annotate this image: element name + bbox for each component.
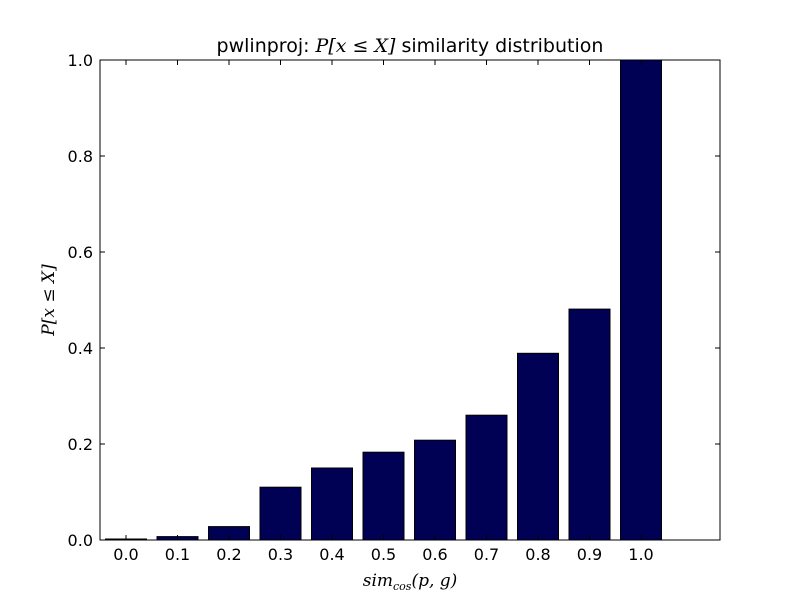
x-axis-label-main: sim [363, 571, 393, 591]
x-tick-label: 0.5 [371, 545, 396, 564]
x-tick-label: 0.0 [113, 545, 138, 564]
x-tick-label: 0.1 [165, 545, 190, 564]
x-tick-label: 0.8 [525, 545, 550, 564]
bars-group [105, 59, 662, 541]
y-axis-ticks: 0.0 0.2 0.4 0.6 0.8 1.0 [68, 51, 720, 550]
chart-title-suffix: similarity distribution [395, 35, 603, 57]
x-axis-label-sub: cos [393, 580, 412, 593]
x-tick-label: 0.7 [474, 545, 499, 564]
x-tick-label: 1.0 [628, 545, 653, 564]
bar-0.5 [362, 451, 405, 541]
bar-0.4 [311, 467, 353, 541]
chart-title-prefix: pwlinproj: [217, 35, 316, 57]
x-tick-label: 0.3 [268, 545, 293, 564]
y-tick-label: 0.8 [68, 147, 93, 166]
bar-0.8 [517, 352, 559, 541]
y-axis-label: P[x ≤ X] [39, 264, 59, 337]
chart-title: pwlinproj: P[x ≤ X] similarity distribut… [217, 35, 604, 57]
bar-0.3 [259, 486, 302, 541]
y-tick-label: 0.0 [68, 531, 93, 550]
chart-title-math: P[x ≤ X] [315, 35, 396, 57]
bar-0.7 [465, 414, 508, 541]
y-tick-label: 0.4 [68, 339, 93, 358]
x-axis-ticks: 0.0 0.1 0.2 0.3 0.4 0.5 0.6 0.7 0.8 0.9 1.0 [113, 60, 654, 564]
bar-0.6 [414, 439, 456, 541]
y-tick-label: 0.2 [68, 435, 93, 454]
bar-1.0 [620, 59, 662, 541]
x-tick-label: 0.6 [422, 545, 447, 564]
y-tick-label: 0.6 [68, 243, 93, 262]
x-axis-label-args: (p, g) [411, 571, 457, 591]
x-tick-label: 0.4 [319, 545, 344, 564]
plot-frame [99, 59, 721, 541]
x-tick-label: 0.9 [577, 545, 602, 564]
y-tick-label: 1.0 [68, 51, 93, 70]
bar-0.9 [568, 308, 611, 541]
x-axis-label: simcos(p, g) [363, 571, 458, 593]
x-tick-label: 0.2 [216, 545, 241, 564]
